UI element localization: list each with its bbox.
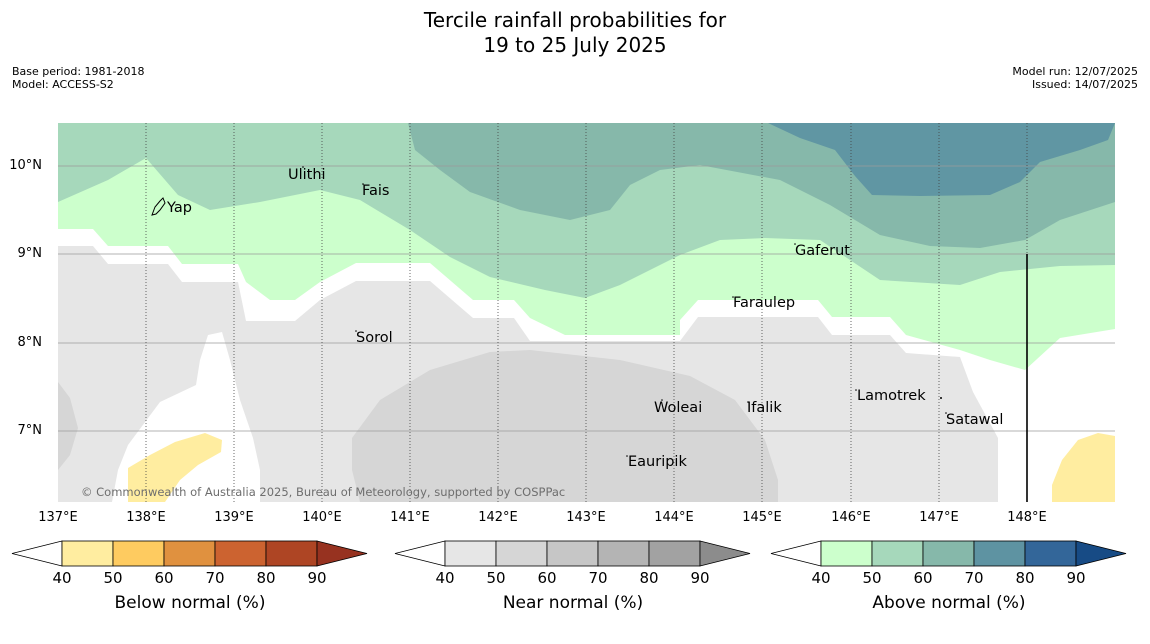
- colorbar-near-tick: 60: [537, 569, 557, 587]
- lon-label-138e: 138°E: [126, 510, 166, 525]
- colorbar-near-tick: 50: [486, 569, 506, 587]
- colorbar-below-tick: 50: [103, 569, 123, 587]
- colorbar-below-tick: 40: [52, 569, 72, 587]
- place-woleai: Woleai: [654, 400, 703, 416]
- title-line-1: Tercile rainfall probabilities for: [423, 8, 727, 32]
- lat-label-9n: 9°N: [17, 246, 43, 261]
- colorbar-near-tick: 70: [588, 569, 608, 587]
- place-fais: Fais: [362, 183, 390, 199]
- lon-label-143e: 143°E: [566, 510, 606, 525]
- island-markers: [302, 166, 947, 457]
- meta-left: Base period: 1981-2018 Model: ACCESS-S2: [12, 65, 144, 91]
- place-eauripik: Eauripik: [628, 454, 687, 470]
- lat-label-7n: 7°N: [17, 423, 43, 438]
- colorbar-below-tick: 80: [256, 569, 276, 587]
- colorbar-below-tick: 60: [154, 569, 174, 587]
- place-yap: Yap: [167, 200, 192, 216]
- map-title: Tercile rainfall probabilities for 19 to…: [0, 8, 1150, 58]
- lon-label-147e: 147°E: [919, 510, 959, 525]
- colorbar-near-tick: 90: [690, 569, 710, 587]
- colorbar-label-above: Above normal (%): [872, 593, 1026, 613]
- lon-label-146e: 146°E: [831, 510, 871, 525]
- above-normal-70-region: [768, 123, 1115, 196]
- below-normal-region-east: [1052, 433, 1115, 502]
- colorbar-near-tick: 40: [435, 569, 455, 587]
- colorbar-above-tick: 60: [913, 569, 933, 587]
- meta-right: Model run: 12/07/2025 Issued: 14/07/2025: [1012, 65, 1138, 91]
- place-ulithi: Ulithi: [288, 167, 326, 183]
- near-normal-50-region-west: [58, 382, 78, 470]
- place-lamotrek: Lamotrek: [857, 388, 926, 404]
- lon-label-137e: 137°E: [38, 510, 78, 525]
- lon-label-140e: 140°E: [302, 510, 342, 525]
- yap-island-shape: [151, 197, 166, 216]
- place-faraulep: Faraulep: [733, 295, 796, 311]
- model-name: Model: ACCESS-S2: [12, 78, 114, 91]
- lon-label-144e: 144°E: [654, 510, 694, 525]
- lon-label-141e: 141°E: [390, 510, 430, 525]
- colorbar-near-tick: 80: [639, 569, 659, 587]
- colorbar-above-tick: 90: [1066, 569, 1086, 587]
- place-ifalik: Ifalik: [747, 400, 782, 416]
- place-gaferut: Gaferut: [795, 243, 850, 259]
- lon-label-142e: 142°E: [478, 510, 518, 525]
- model-run: Model run: 12/07/2025: [1012, 65, 1138, 78]
- lon-label-148e: 148°E: [1007, 510, 1047, 525]
- colorbar-label-near: Near normal (%): [502, 593, 644, 613]
- issued-date: Issued: 14/07/2025: [1031, 78, 1138, 91]
- colorbar-label-below: Below normal (%): [114, 593, 266, 613]
- colorbar-above-tick: 50: [862, 569, 882, 587]
- below-normal-region-west: [128, 433, 222, 502]
- colorbar-below-tick: 90: [307, 569, 327, 587]
- colorbar-above-tick: 80: [1015, 569, 1035, 587]
- lat-label-8n: 8°N: [17, 335, 43, 350]
- lon-label-139e: 139°E: [214, 510, 254, 525]
- base-period: Base period: 1981-2018: [12, 65, 145, 78]
- title-line-2: 19 to 25 July 2025: [483, 33, 667, 57]
- colorbar-below-tick: 70: [205, 569, 225, 587]
- colorbar-above-tick: 70: [964, 569, 984, 587]
- lat-label-10n: 10°N: [9, 158, 42, 173]
- place-sorol: Sorol: [356, 330, 393, 346]
- colorbar-above-tick: 40: [811, 569, 831, 587]
- lon-label-145e: 145°E: [742, 510, 782, 525]
- place-satawal: Satawal: [946, 412, 1004, 428]
- near-normal-50-region: [352, 350, 778, 502]
- copyright-notice: © Commonwealth of Australia 2025, Bureau…: [81, 485, 566, 499]
